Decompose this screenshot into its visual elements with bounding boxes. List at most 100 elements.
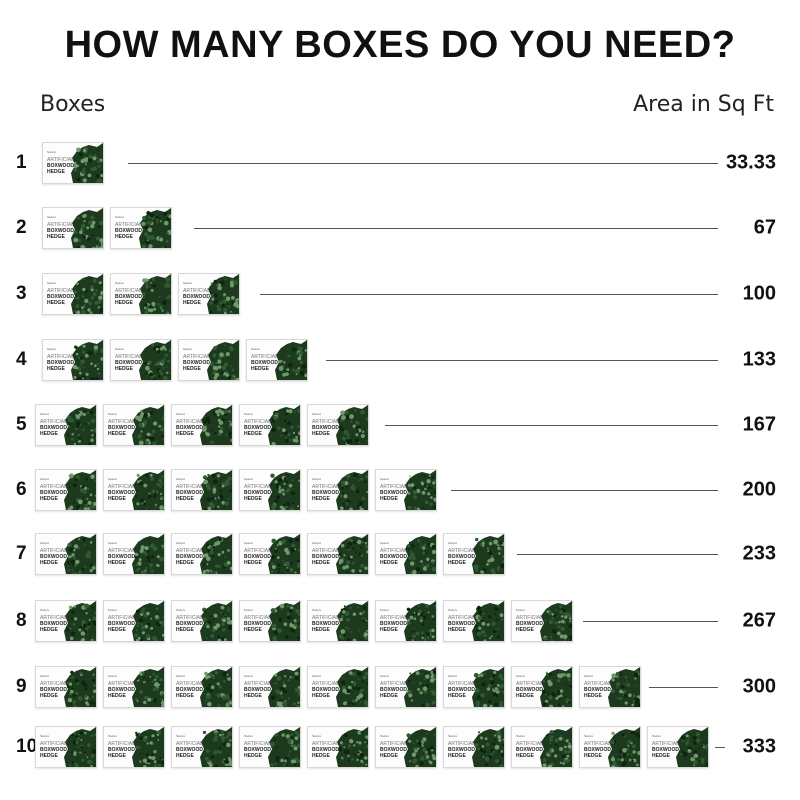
box-label-line1: ARTIFICIAL: [380, 484, 407, 490]
box-label-line3: HEDGE: [176, 693, 194, 699]
boxwood-foliage-image: [472, 667, 504, 707]
box-label-line1: ARTIFICIAL: [176, 484, 203, 490]
box-label-line2: BOXWOOD: [312, 747, 339, 753]
box-label-line2: BOXWOOD: [244, 747, 271, 753]
box-label-line2: BOXWOOD: [380, 554, 407, 560]
box-brand-text: Naturé: [251, 347, 261, 351]
box-label-line3: HEDGE: [380, 496, 398, 502]
box-label-line3: HEDGE: [115, 300, 133, 306]
box-label-line3: HEDGE: [47, 234, 65, 240]
box-label: Naturé ARTIFICIAL BOXWOOD HEDGE: [244, 476, 271, 502]
box-label-line2: BOXWOOD: [380, 687, 407, 693]
boxwood-foliage-image: [207, 340, 239, 380]
box-label: Naturé ARTIFICIAL BOXWOOD HEDGE: [40, 673, 67, 699]
boxwood-hedge-box: Naturé ARTIFICIAL BOXWOOD HEDGE: [375, 533, 437, 575]
box-label-line1: ARTIFICIAL: [40, 741, 67, 747]
box-group: Naturé ARTIFICIAL BOXWOOD HEDGE Naturé ARTIFI…: [35, 717, 715, 777]
connector-line: [385, 425, 718, 426]
box-label-line2: BOXWOOD: [183, 294, 210, 300]
boxwood-hedge-box: Naturé ARTIFICIAL BOXWOOD HEDGE: [443, 533, 505, 575]
box-brand-text: Naturé: [47, 215, 57, 219]
boxwood-foliage-image: [404, 727, 436, 767]
box-label-line2: BOXWOOD: [584, 747, 611, 753]
boxwood-hedge-box: Naturé ARTIFICIAL BOXWOOD HEDGE: [171, 404, 233, 446]
box-brand-text: Naturé: [47, 281, 57, 285]
area-column-header: Area in Sq Ft: [633, 92, 774, 117]
box-label: Naturé ARTIFICIAL BOXWOOD HEDGE: [448, 673, 475, 699]
boxwood-hedge-box: Naturé ARTIFICIAL BOXWOOD HEDGE: [443, 600, 505, 642]
box-brand-text: Naturé: [516, 734, 526, 738]
boxwood-hedge-box: Naturé ARTIFICIAL BOXWOOD HEDGE: [42, 142, 104, 184]
boxwood-hedge-box: Naturé ARTIFICIAL BOXWOOD HEDGE: [42, 273, 104, 315]
boxwood-foliage-image: [71, 340, 103, 380]
boxwood-hedge-box: Naturé ARTIFICIAL BOXWOOD HEDGE: [375, 600, 437, 642]
boxwood-hedge-box: Naturé ARTIFICIAL BOXWOOD HEDGE: [239, 469, 301, 511]
box-brand-text: Naturé: [183, 347, 193, 351]
connector-line: [128, 163, 718, 164]
box-brand-text: Naturé: [380, 541, 390, 545]
box-label: Naturé ARTIFICIAL BOXWOOD HEDGE: [312, 476, 339, 502]
box-brand-text: Naturé: [516, 608, 526, 612]
box-label-line2: BOXWOOD: [380, 621, 407, 627]
box-brand-text: Naturé: [380, 477, 390, 481]
box-label: Naturé ARTIFICIAL BOXWOOD HEDGE: [108, 607, 135, 633]
box-brand-text: Naturé: [176, 541, 186, 545]
box-label-line1: ARTIFICIAL: [115, 288, 142, 294]
box-label: Naturé ARTIFICIAL BOXWOOD HEDGE: [183, 346, 210, 372]
boxwood-foliage-image: [336, 470, 368, 510]
box-label-line3: HEDGE: [183, 366, 201, 372]
box-label-line3: HEDGE: [108, 496, 126, 502]
connector-line: [517, 554, 718, 555]
box-label-line2: BOXWOOD: [108, 425, 135, 431]
box-label-line1: ARTIFICIAL: [183, 288, 210, 294]
box-brand-text: Naturé: [244, 608, 254, 612]
box-label-line2: BOXWOOD: [244, 687, 271, 693]
box-label-line3: HEDGE: [380, 560, 398, 566]
boxwood-foliage-image: [268, 405, 300, 445]
box-label-line1: ARTIFICIAL: [312, 615, 339, 621]
boxwood-hedge-box: Naturé ARTIFICIAL BOXWOOD HEDGE: [511, 726, 573, 768]
box-label-line3: HEDGE: [40, 753, 58, 759]
boxes-column-header: Boxes: [40, 92, 106, 117]
box-label: Naturé ARTIFICIAL BOXWOOD HEDGE: [47, 214, 74, 240]
box-label-line2: BOXWOOD: [244, 621, 271, 627]
boxwood-hedge-box: Naturé ARTIFICIAL BOXWOOD HEDGE: [307, 404, 369, 446]
box-count-label: 7: [16, 543, 27, 564]
box-label: Naturé ARTIFICIAL BOXWOOD HEDGE: [115, 214, 142, 240]
box-group: Naturé ARTIFICIAL BOXWOOD HEDGE Naturé ARTIFI…: [42, 264, 246, 324]
boxwood-hedge-box: Naturé ARTIFICIAL BOXWOOD HEDGE: [35, 600, 97, 642]
boxwood-hedge-box: Naturé ARTIFICIAL BOXWOOD HEDGE: [178, 273, 240, 315]
area-value: 67: [753, 216, 776, 239]
box-label-line2: BOXWOOD: [40, 490, 67, 496]
boxwood-hedge-box: Naturé ARTIFICIAL BOXWOOD HEDGE: [35, 726, 97, 768]
boxwood-hedge-box: Naturé ARTIFICIAL BOXWOOD HEDGE: [511, 666, 573, 708]
box-label: Naturé ARTIFICIAL BOXWOOD HEDGE: [244, 411, 271, 437]
boxwood-hedge-box: Naturé ARTIFICIAL BOXWOOD HEDGE: [307, 726, 369, 768]
boxwood-hedge-box: Naturé ARTIFICIAL BOXWOOD HEDGE: [239, 404, 301, 446]
boxwood-foliage-image: [200, 667, 232, 707]
box-brand-text: Naturé: [244, 734, 254, 738]
box-label: Naturé ARTIFICIAL BOXWOOD HEDGE: [244, 540, 271, 566]
boxwood-hedge-box: Naturé ARTIFICIAL BOXWOOD HEDGE: [171, 533, 233, 575]
box-count-label: 6: [16, 479, 27, 500]
area-value: 267: [742, 609, 776, 632]
page-title: HOW MANY BOXES DO YOU NEED?: [64, 24, 736, 66]
boxwood-foliage-image: [71, 208, 103, 248]
box-label-line2: BOXWOOD: [183, 360, 210, 366]
box-brand-text: Naturé: [244, 674, 254, 678]
box-label-line3: HEDGE: [47, 366, 65, 372]
boxwood-foliage-image: [404, 667, 436, 707]
box-label-line1: ARTIFICIAL: [115, 354, 142, 360]
box-label-line3: HEDGE: [380, 627, 398, 633]
box-label-line1: ARTIFICIAL: [176, 615, 203, 621]
box-label: Naturé ARTIFICIAL BOXWOOD HEDGE: [380, 607, 407, 633]
boxwood-foliage-image: [139, 340, 171, 380]
box-label-line1: ARTIFICIAL: [516, 681, 543, 687]
boxwood-foliage-image: [336, 667, 368, 707]
box-label-line2: BOXWOOD: [176, 490, 203, 496]
box-label-line2: BOXWOOD: [176, 621, 203, 627]
box-brand-text: Naturé: [244, 541, 254, 545]
box-label: Naturé ARTIFICIAL BOXWOOD HEDGE: [312, 733, 339, 759]
connector-line: [715, 747, 725, 748]
box-label-line1: ARTIFICIAL: [47, 222, 74, 228]
